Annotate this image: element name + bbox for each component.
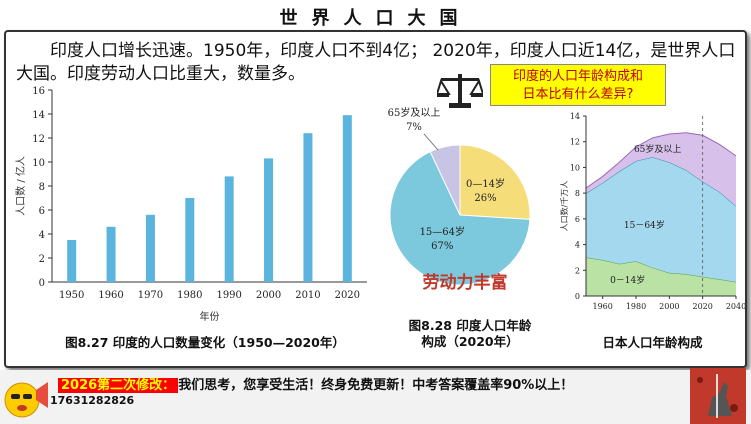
x-tick-label: 2000 [256, 290, 281, 301]
slice-pct-label: 7% [406, 122, 422, 133]
india-population-bar-chart: 0 2 4 6 8 10 12 14 16 1950 1960 1970 1980 1990 2000 201… [14, 86, 367, 323]
y-tick-label: 10 [32, 158, 45, 169]
area-label-work: 15－64岁 [624, 219, 665, 231]
area-label-young: 0－14岁 [610, 274, 645, 286]
area-label-old: 65岁及以上 [634, 143, 681, 155]
x-tick-label: 1950 [59, 290, 84, 301]
y-tick-label: 0 [575, 292, 580, 301]
area-1 [586, 157, 736, 282]
x-tick-label: 1980 [626, 302, 646, 311]
bar-2010 [303, 133, 313, 282]
x-tick-label: 1960 [592, 302, 612, 311]
y-tick-label: 4 [575, 241, 580, 250]
y-tick-label: 0 [39, 278, 45, 289]
x-tick-label: 1970 [138, 290, 163, 301]
x-tick-label: 2000 [659, 302, 679, 311]
slice-label: 0—14岁 [466, 177, 505, 190]
x-tick-label: 1960 [98, 290, 123, 301]
footer-phone: 17631282826 [50, 394, 135, 407]
y-tick-label: 14 [32, 110, 45, 121]
x-tick-label: 2010 [295, 290, 320, 301]
question-line-1: 印度的人口年龄构成和 [512, 69, 643, 84]
question-box: 印度的人口年龄构成和 日本比有什么差异? [490, 64, 666, 106]
pie-caption-line-2: 构成（2020年） [421, 334, 519, 349]
pie-slice-1 [389, 150, 531, 286]
y-tick-label: 16 [32, 86, 45, 97]
y-tick-label: 8 [39, 182, 45, 193]
pie-annotation: 劳动力丰富 [423, 272, 508, 293]
y-tick-label: 6 [39, 206, 45, 217]
emoji-megaphone-icon [4, 382, 48, 418]
bar-chart-caption: 图8.27 印度的人口数量变化（1950—2020年） [65, 335, 345, 350]
y-tick-label: 12 [32, 134, 45, 145]
intro-paragraph: 印度人口增长迅速。1950年，印度人口不到4亿； 2020年，印度人口近14亿，… [16, 41, 736, 84]
japan-chart-caption: 日本人口年龄构成 [602, 335, 703, 350]
india-age-pie-chart: 0—14岁 26% 15—64岁 67% 65岁及以上 7% 劳动力丰富 [388, 106, 531, 293]
y-tick-label: 2 [575, 266, 580, 275]
leader-line [423, 133, 439, 151]
pie-slice-0 [459, 144, 531, 220]
x-tick-label: 2040 [726, 302, 745, 311]
bar-1950 [67, 240, 77, 282]
slice-label: 15—64岁 [420, 225, 465, 238]
y-tick-label: 8 [575, 189, 580, 198]
x-tick-label: 2020 [692, 302, 712, 311]
pie-chart-caption: 图8.28 印度人口年龄 构成（2020年） [380, 318, 560, 350]
knight-logo-icon [690, 368, 746, 424]
pie-slice-2 [429, 144, 461, 216]
bar-1980 [185, 198, 195, 282]
bar-2020 [342, 115, 352, 282]
footer-text: 我们思考，您享受生活！终身免费更新！中考答案覆盖率90%以上！ [178, 378, 574, 393]
y-tick-label: 12 [570, 138, 580, 147]
bar-1970 [145, 214, 155, 282]
bar-2000 [264, 158, 274, 282]
y-tick-label: 2 [39, 254, 45, 265]
y-tick-label: 14 [570, 112, 580, 121]
footer-tag: 2026第二次修改： [58, 378, 179, 393]
x-tick-label: 1980 [177, 290, 202, 301]
y-axis-label: 人口数/千万人 [560, 181, 569, 232]
slice-pct-label: 67% [431, 241, 453, 252]
area-2 [586, 132, 736, 206]
y-axis-label: 人口数 / 亿人 [14, 156, 27, 216]
footer-banner: 2026第二次修改： 我们思考，您享受生活！终身免费更新！中考答案覆盖率90%以上… [58, 374, 574, 393]
x-tick-label: 2020 [335, 290, 360, 301]
bar-1960 [106, 226, 116, 282]
y-tick-label: 4 [39, 230, 45, 241]
question-line-2: 日本比有什么差异? [522, 87, 634, 102]
page-title: 世界人口大国 [279, 8, 472, 29]
pie-caption-line-1: 图8.28 印度人口年龄 [408, 318, 532, 333]
slice-label: 65岁及以上 [388, 106, 441, 119]
area-line-2 [585, 132, 737, 189]
japan-age-area-chart: 0 2 4 6 8 10 12 14 1960 1980 2000 2020 2040 人口数/千万人 65… [560, 112, 745, 311]
y-tick-label: 10 [570, 163, 580, 172]
balance-scale-icon [437, 74, 483, 108]
bar-1990 [224, 176, 234, 282]
area-0 [586, 257, 736, 296]
y-tick-label: 6 [575, 215, 580, 224]
x-tick-label: 1990 [216, 290, 241, 301]
x-axis-label: 年份 [200, 310, 220, 323]
slice-pct-label: 26% [474, 193, 496, 204]
